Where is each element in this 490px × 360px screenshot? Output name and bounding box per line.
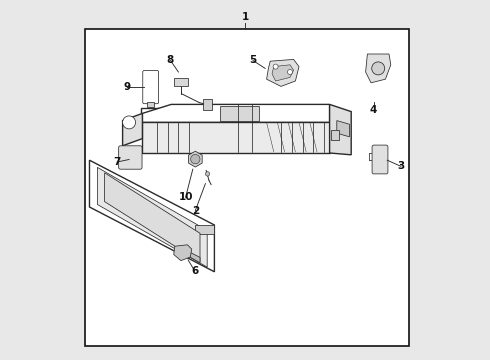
Circle shape xyxy=(273,64,278,69)
Bar xyxy=(147,102,154,107)
Polygon shape xyxy=(331,130,339,140)
Text: 6: 6 xyxy=(191,266,198,276)
Text: 9: 9 xyxy=(123,82,130,92)
Polygon shape xyxy=(203,99,212,110)
Text: 7: 7 xyxy=(114,157,121,167)
Text: 10: 10 xyxy=(178,192,193,202)
Circle shape xyxy=(205,172,210,176)
Text: 3: 3 xyxy=(397,161,405,171)
Text: 2: 2 xyxy=(192,206,199,216)
FancyBboxPatch shape xyxy=(119,146,142,169)
Polygon shape xyxy=(366,54,391,83)
Polygon shape xyxy=(143,104,330,122)
Polygon shape xyxy=(330,104,351,155)
Text: 4: 4 xyxy=(370,105,377,115)
Polygon shape xyxy=(187,251,200,263)
Text: 5: 5 xyxy=(249,55,257,66)
Polygon shape xyxy=(189,151,202,167)
Text: 8: 8 xyxy=(167,55,174,66)
Polygon shape xyxy=(143,122,330,153)
Circle shape xyxy=(122,116,136,129)
FancyBboxPatch shape xyxy=(372,145,388,174)
Polygon shape xyxy=(220,106,259,121)
Polygon shape xyxy=(272,65,294,81)
Polygon shape xyxy=(122,113,143,146)
Polygon shape xyxy=(174,78,188,86)
Polygon shape xyxy=(337,121,349,137)
Polygon shape xyxy=(104,173,200,262)
Circle shape xyxy=(372,62,385,75)
Polygon shape xyxy=(141,108,328,124)
Circle shape xyxy=(288,69,293,75)
Polygon shape xyxy=(174,245,192,261)
FancyBboxPatch shape xyxy=(143,71,159,104)
Polygon shape xyxy=(195,225,215,234)
Polygon shape xyxy=(90,160,215,272)
Polygon shape xyxy=(267,59,299,86)
Bar xyxy=(85,29,409,346)
Text: 1: 1 xyxy=(242,12,248,22)
Circle shape xyxy=(191,154,200,164)
Polygon shape xyxy=(98,167,207,267)
